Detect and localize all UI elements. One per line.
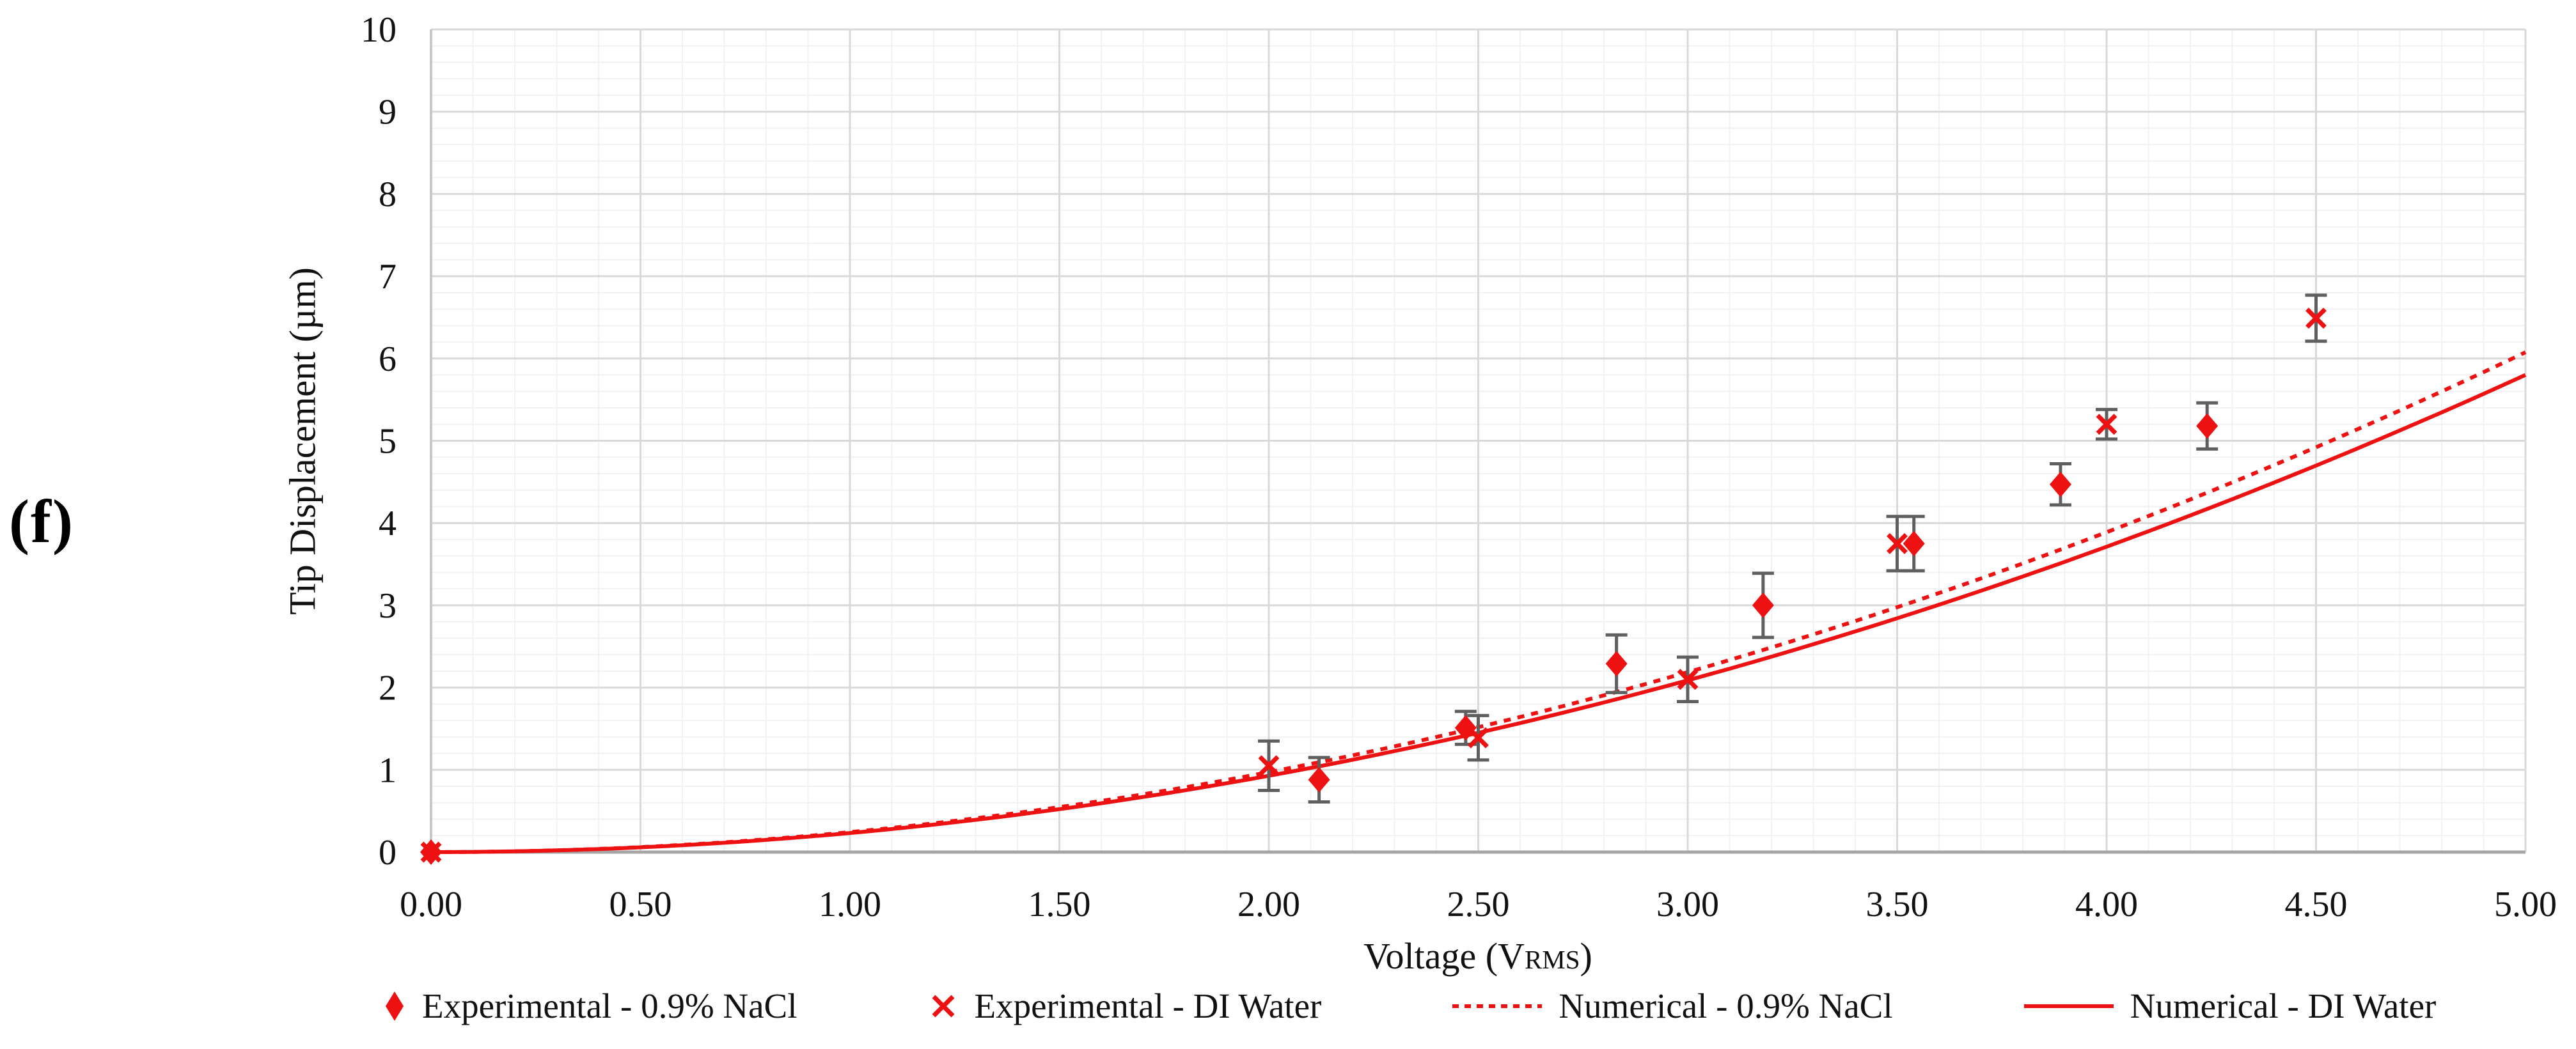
dashed-line-icon [1452,1002,1543,1010]
x-marker [1258,755,1280,777]
x-tick-label: 2.50 [1447,885,1510,924]
solid-line-icon [2023,1002,2114,1010]
y-tick-label: 0 [379,833,397,873]
x-tick-label: 2.00 [1237,885,1300,924]
y-tick-label: 2 [379,669,397,708]
x-axis-title-sub: RMS [1524,945,1580,974]
x-tick-label: 3.50 [1866,885,1929,924]
x-marker [1468,727,1489,749]
x-axis-title: Voltage (VRMS) [1363,935,1592,977]
diamond-marker [1903,531,1925,557]
x-marker-icon [929,991,958,1021]
x-marker [1677,669,1699,690]
x-tick-label: 1.00 [819,885,881,924]
di-water-error-bars [1258,293,2327,792]
x-tick-label: 0.50 [609,885,672,924]
y-tick-label: 8 [379,175,397,214]
y-tick-label: 4 [379,504,397,543]
legend-item-experimental-di-water: Experimental - DI Water [929,986,1322,1026]
x-tick-label: 4.00 [2075,885,2138,924]
y-tick-label: 3 [379,586,397,626]
y-tick-label: 6 [379,339,397,379]
x-tick-label: 5.00 [2494,885,2557,924]
y-tick-label: 9 [379,93,397,132]
legend-label: Experimental - DI Water [974,986,1322,1025]
diamond-marker [1308,766,1330,793]
x-axis-title-main: Voltage (V [1363,935,1525,977]
x-tick-label: 3.00 [1656,885,1719,924]
legend-item-experimental-nacl: Experimental - 0.9% NaCl [384,986,797,1026]
legend-label: Numerical - 0.9% NaCl [1559,986,1893,1025]
legend-label: Numerical - DI Water [2130,986,2437,1025]
panel-label: (f) [9,487,74,556]
y-tick-label: 7 [379,257,397,297]
y-tick-label: 5 [379,422,397,462]
y-tick-labels: 0 1 2 3 4 5 6 7 8 9 10 [361,10,397,873]
legend-item-numerical-nacl: Numerical - 0.9% NaCl [1452,986,1893,1026]
di-water-markers [420,307,2327,863]
x-marker [420,841,442,863]
x-tick-labels: 0.00 0.50 1.00 1.50 2.00 2.50 3.00 3.50 4.00 4.50… [400,885,2557,924]
x-marker [1887,532,1908,554]
diamond-marker [1605,651,1628,677]
axes [430,29,2525,861]
y-tick-label: 1 [379,750,397,790]
major-gridlines [431,28,2527,852]
y-tick-label: 10 [361,10,397,50]
legend-label: Experimental - 0.9% NaCl [422,986,797,1025]
x-marker [2096,414,2117,435]
legend-item-numerical-di-water: Numerical - DI Water [2023,986,2437,1026]
x-tick-label: 4.50 [2285,885,2348,924]
x-tick-label: 1.50 [1028,885,1091,924]
diamond-marker-icon [384,990,405,1023]
x-axis-title-end: ) [1580,935,1592,977]
legend: Experimental - 0.9% NaCl Experimental - … [384,986,2533,1026]
diamond-marker [2196,413,2219,439]
x-marker [2305,307,2327,329]
diamond-marker [2049,471,2071,497]
diamond-marker [1752,592,1774,618]
y-axis-title: Tip Displacement (µm) [281,267,324,615]
diamond-marker [1454,715,1477,741]
x-tick-label: 0.00 [400,885,462,924]
